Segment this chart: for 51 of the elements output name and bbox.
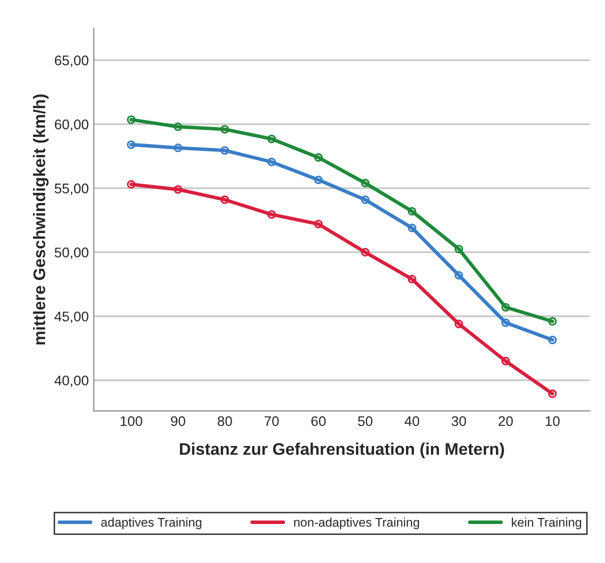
x-tick-label: 40 [404, 416, 420, 426]
point [314, 176, 323, 184]
x-tick-label: 30 [452, 416, 466, 426]
point [360, 195, 370, 204]
point [174, 122, 182, 132]
point [408, 206, 416, 216]
point [314, 153, 323, 162]
point [454, 270, 464, 280]
point [548, 389, 557, 398]
point [220, 195, 230, 204]
x-axis-title: Distanz zur Gefahrensituation (in Metern) [180, 442, 504, 458]
point [267, 134, 276, 144]
point [548, 317, 557, 326]
point [220, 146, 230, 155]
x-tick-label: 80 [218, 416, 232, 426]
point [454, 320, 464, 328]
point [454, 244, 464, 254]
point [548, 336, 557, 344]
point [501, 318, 510, 327]
legend-label: adaptives Training [101, 518, 202, 530]
point [174, 185, 182, 194]
x-tick-label: 10 [546, 416, 560, 426]
point [360, 248, 370, 257]
y-tick-label: 45,00 [54, 312, 88, 324]
x-tick-label: 60 [311, 416, 326, 426]
legend-label: non-adaptives Training [294, 518, 419, 530]
y-tick-label: 50,00 [54, 248, 88, 260]
y-tick-label: 55,00 [54, 184, 88, 196]
point [314, 220, 323, 228]
point [360, 178, 370, 188]
point [126, 180, 136, 189]
point [267, 158, 276, 166]
x-tick-label: 100 [120, 416, 142, 426]
point [408, 224, 416, 232]
x-tick-label: 70 [264, 416, 279, 426]
y-axis-title: mittlere Geschwindigkeit (km/h) [32, 94, 49, 344]
point [408, 274, 416, 284]
point [126, 115, 136, 124]
x-tick-label: 20 [498, 416, 513, 426]
point [174, 144, 182, 152]
y-tick-label: 60,00 [54, 120, 88, 131]
point [126, 140, 136, 149]
point [501, 356, 510, 366]
legend-label: kein Training [512, 518, 582, 530]
x-tick-label: 50 [358, 416, 372, 426]
x-tick-label: 90 [170, 416, 186, 426]
y-tick-label: 40,00 [54, 376, 88, 388]
y-tick-label: 65,00 [54, 55, 88, 67]
point [267, 210, 276, 219]
point [501, 302, 510, 312]
point [220, 124, 230, 134]
